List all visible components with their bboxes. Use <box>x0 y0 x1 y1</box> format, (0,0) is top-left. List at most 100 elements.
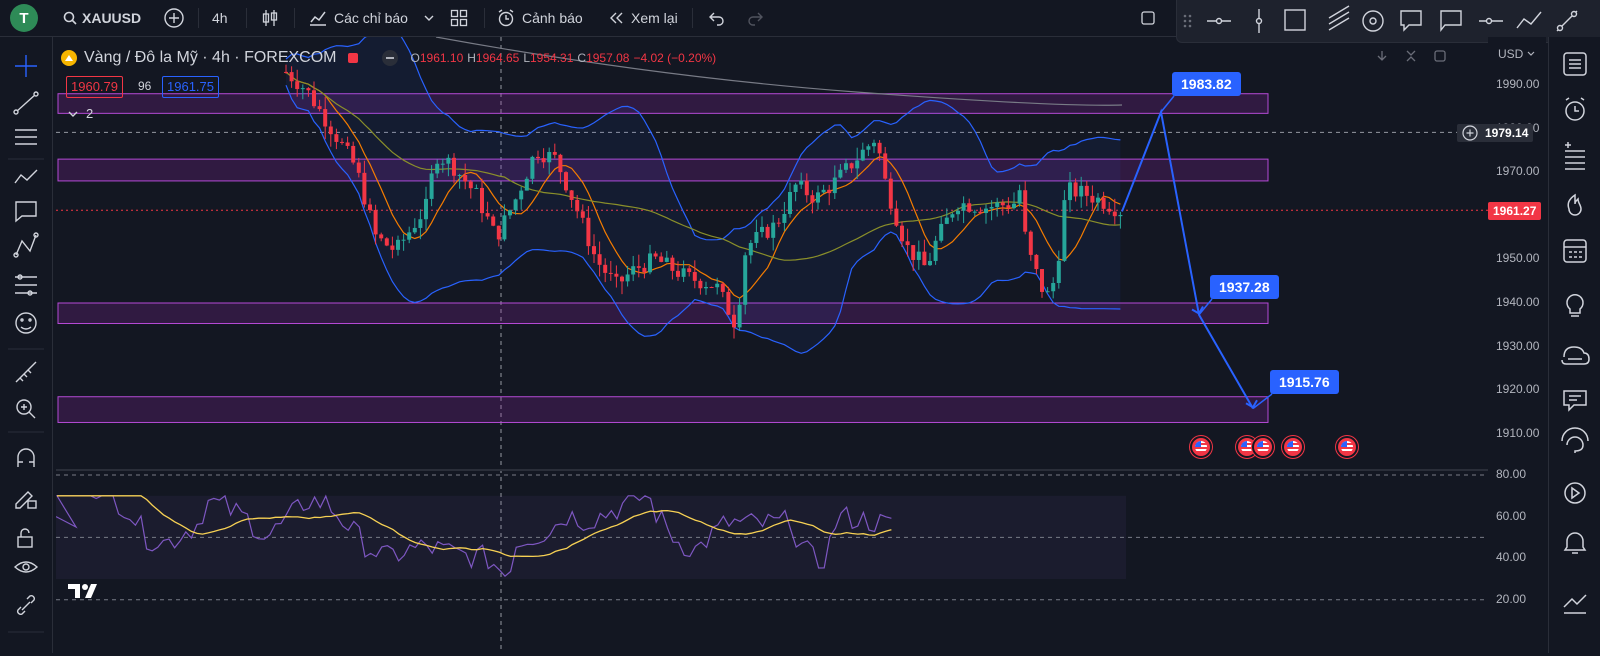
candle-body <box>513 199 518 211</box>
bid-price[interactable]: 1960.79 <box>66 76 123 98</box>
candle-body <box>664 257 669 262</box>
projection-path[interactable] <box>1121 95 1273 410</box>
rsi-tick-label: 40.00 <box>1496 550 1527 565</box>
bell-icon[interactable] <box>1563 532 1587 554</box>
candle-body <box>788 191 792 214</box>
callout-icon[interactable] <box>1400 10 1422 32</box>
price-zone[interactable] <box>57 93 1269 114</box>
path-icon[interactable] <box>1516 11 1542 29</box>
alarm-icon[interactable] <box>1565 97 1585 121</box>
trend-line-draw-icon[interactable] <box>1556 10 1578 32</box>
scroll-down-icon[interactable] <box>1374 48 1390 64</box>
candle-body <box>922 251 927 266</box>
lock-icon[interactable] <box>17 528 33 548</box>
candle-body <box>715 283 720 288</box>
us-event-flag-icon[interactable] <box>1336 436 1358 458</box>
horizontal-line-icon[interactable] <box>1207 17 1231 25</box>
magnet-icon[interactable] <box>17 448 35 467</box>
target-high-label[interactable]: 1983.82 <box>1172 72 1241 96</box>
collapse-icon[interactable] <box>381 49 399 67</box>
candle-body <box>1006 205 1011 209</box>
target-mid-label[interactable]: 1937.28 <box>1210 275 1279 299</box>
ruler-icon[interactable] <box>15 361 37 383</box>
candle-body <box>1073 182 1078 197</box>
rectangle-icon[interactable] <box>1284 9 1306 31</box>
help-icon[interactable] <box>1561 427 1589 453</box>
fullscreen-button[interactable] <box>1140 0 1156 36</box>
candle-body <box>620 276 624 282</box>
watchlist-icon[interactable] <box>1563 52 1587 76</box>
price-chart[interactable] <box>56 37 1488 653</box>
user-avatar[interactable]: T <box>10 4 38 32</box>
note-icon[interactable] <box>1440 10 1462 32</box>
pattern-icon[interactable] <box>14 169 38 184</box>
stream-icon[interactable] <box>1564 482 1586 504</box>
support-resistance-zones[interactable] <box>57 93 1269 423</box>
measure-icon[interactable] <box>15 274 37 296</box>
compare-symbol-button[interactable] <box>163 0 185 36</box>
crosshair-icon[interactable] <box>15 55 37 77</box>
legend-title[interactable]: Vàng / Đô la Mỹ · 4h · FOREXCOM <box>84 49 337 66</box>
drag-handle-icon[interactable] <box>1183 14 1192 28</box>
interval-button[interactable]: 4h <box>212 10 228 26</box>
currency-selector[interactable]: USD <box>1498 47 1536 61</box>
indicators-collapsed-button[interactable]: 2 <box>66 105 93 123</box>
candle-body <box>401 239 406 241</box>
us-event-flag-icon[interactable] <box>1190 436 1212 458</box>
vertical-line-icon[interactable] <box>1255 9 1263 33</box>
add-alert-icon[interactable] <box>1462 125 1478 141</box>
price-zone[interactable] <box>57 302 1269 324</box>
zoom-icon[interactable] <box>16 399 36 419</box>
target-low-label[interactable]: 1915.76 <box>1270 370 1339 394</box>
emoji-icon[interactable] <box>15 312 37 334</box>
ask-price[interactable]: 1961.75 <box>162 76 219 98</box>
candle-body <box>732 314 736 328</box>
hotlist-icon[interactable] <box>1567 193 1582 216</box>
price-tick-label: 1930.00 <box>1496 338 1540 353</box>
ideas-icon[interactable] <box>1566 294 1584 317</box>
price-zone[interactable] <box>57 396 1269 423</box>
annotation-icon[interactable] <box>15 201 37 223</box>
chart-type-button[interactable] <box>260 0 280 36</box>
last-price-tag: 1961.27 <box>1488 202 1542 220</box>
candle-body <box>564 172 568 191</box>
symbol-search-button[interactable]: XAUUSD <box>62 0 141 36</box>
lock-draw-icon[interactable] <box>15 491 37 509</box>
callout-pointer <box>1160 95 1175 113</box>
ray-icon[interactable] <box>1479 17 1503 25</box>
candle-body <box>883 153 888 179</box>
candle-body <box>328 126 333 135</box>
redo-button[interactable] <box>746 0 764 36</box>
candle-body <box>289 72 294 82</box>
news-icon[interactable] <box>1561 346 1590 365</box>
candle-body <box>950 214 955 218</box>
add-list-icon[interactable] <box>1565 142 1585 170</box>
eye-icon[interactable] <box>13 561 39 573</box>
parallel-channel-icon[interactable] <box>1328 5 1350 31</box>
candle-body <box>384 238 389 246</box>
candle-body <box>373 209 378 235</box>
candle-body <box>452 157 456 176</box>
undo-button[interactable] <box>708 0 726 36</box>
trend-line-icon[interactable] <box>13 91 39 115</box>
candle-body <box>782 213 787 223</box>
layouts-button[interactable] <box>450 0 468 36</box>
maximize-pane-icon[interactable] <box>1432 48 1448 64</box>
chat-icon[interactable] <box>1563 390 1587 412</box>
collapse-pane-icon[interactable] <box>1403 48 1419 64</box>
alert-button[interactable]: Cảnh báo <box>496 0 583 36</box>
projection-line[interactable] <box>1121 108 1254 410</box>
chart-icon[interactable] <box>1563 594 1587 614</box>
fib-icon[interactable] <box>15 129 37 145</box>
link-icon[interactable] <box>17 595 35 615</box>
indicators-button[interactable]: Các chỉ báo <box>308 0 436 36</box>
us-event-flag-icon[interactable] <box>1282 436 1304 458</box>
candle-body <box>709 287 714 289</box>
candle-body <box>351 145 356 163</box>
replay-button[interactable]: Xem lại <box>607 0 678 36</box>
projection-icon[interactable] <box>13 232 39 258</box>
circle-target-icon[interactable] <box>1362 10 1384 32</box>
ma-slow <box>435 37 1123 106</box>
calendar-icon[interactable] <box>1563 239 1587 263</box>
us-event-flag-icon[interactable] <box>1252 436 1274 458</box>
